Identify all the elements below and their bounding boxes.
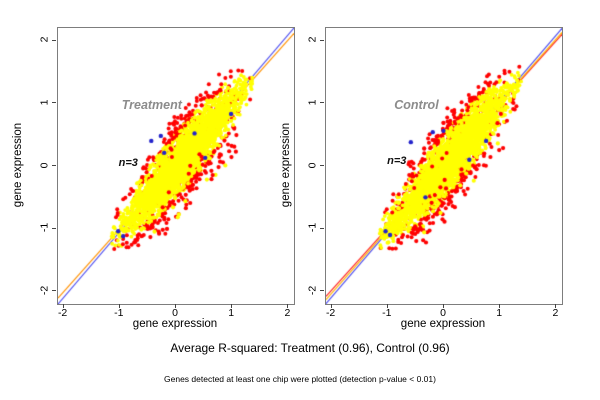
control-panel-title: Control xyxy=(394,98,439,113)
control-n-annotation: n=3 xyxy=(387,154,407,167)
x-tick-mark xyxy=(499,304,501,308)
treatment-plot-box: Treatment n=3 xyxy=(57,27,295,305)
y-tick-mark xyxy=(52,102,56,104)
x-tick-mark xyxy=(62,304,64,308)
control-x-axis-title: gene expression xyxy=(400,318,486,330)
x-tick-label: 0 xyxy=(440,307,446,319)
x-tick-mark xyxy=(330,304,332,308)
x-tick-label: -2 xyxy=(325,307,336,319)
y-tick-label: -1 xyxy=(306,223,319,233)
treatment-y-axis-title: gene expression xyxy=(12,122,24,208)
x-tick-mark xyxy=(386,304,388,308)
x-tick-mark xyxy=(287,304,289,308)
y-tick-label: -2 xyxy=(38,285,51,296)
y-tick-mark xyxy=(320,102,324,104)
y-tick-mark xyxy=(52,39,56,41)
y-tick-label: 0 xyxy=(38,162,51,168)
x-tick-label: 2 xyxy=(552,307,559,319)
x-tick-mark xyxy=(175,304,176,308)
x-tick-label: 0 xyxy=(172,307,178,319)
treatment-n-annotation: n=3 xyxy=(118,156,138,169)
control-plot-box: Control n=3 xyxy=(325,27,563,305)
treatment-panel-title: Treatment xyxy=(121,98,182,113)
x-tick-mark xyxy=(443,304,444,308)
y-tick-mark xyxy=(52,165,56,166)
y-tick-label: 2 xyxy=(306,36,319,43)
treatment-x-axis-title: gene expression xyxy=(132,318,218,330)
x-tick-label: 2 xyxy=(284,307,291,319)
y-tick-label: -2 xyxy=(306,285,319,296)
x-tick-label: 1 xyxy=(496,307,503,319)
y-tick-label: 1 xyxy=(306,99,319,106)
control-scatter-canvas xyxy=(326,28,562,304)
x-tick-mark xyxy=(231,304,233,308)
y-tick-label: 0 xyxy=(306,162,319,168)
y-tick-mark xyxy=(320,165,324,166)
x-tick-label: -1 xyxy=(114,307,124,319)
x-tick-mark xyxy=(118,304,120,308)
x-tick-mark xyxy=(555,304,557,308)
r-squared-caption: Average R-squared: Treatment (0.96), Con… xyxy=(170,341,450,355)
y-tick-mark xyxy=(52,290,56,292)
x-tick-label: -2 xyxy=(57,307,68,319)
y-tick-mark xyxy=(52,227,56,229)
y-tick-label: 2 xyxy=(38,36,51,43)
y-tick-mark xyxy=(320,290,324,292)
treatment-scatter-canvas xyxy=(58,28,294,304)
detection-footnote: Genes detected at least one chip were pl… xyxy=(164,374,436,384)
x-tick-label: 1 xyxy=(228,307,235,319)
y-tick-mark xyxy=(320,227,324,229)
control-y-axis-title: gene expression xyxy=(280,122,292,208)
y-tick-label: -1 xyxy=(38,223,51,233)
y-tick-mark xyxy=(320,39,324,41)
x-tick-label: -1 xyxy=(382,307,392,319)
y-tick-label: 1 xyxy=(38,99,51,106)
